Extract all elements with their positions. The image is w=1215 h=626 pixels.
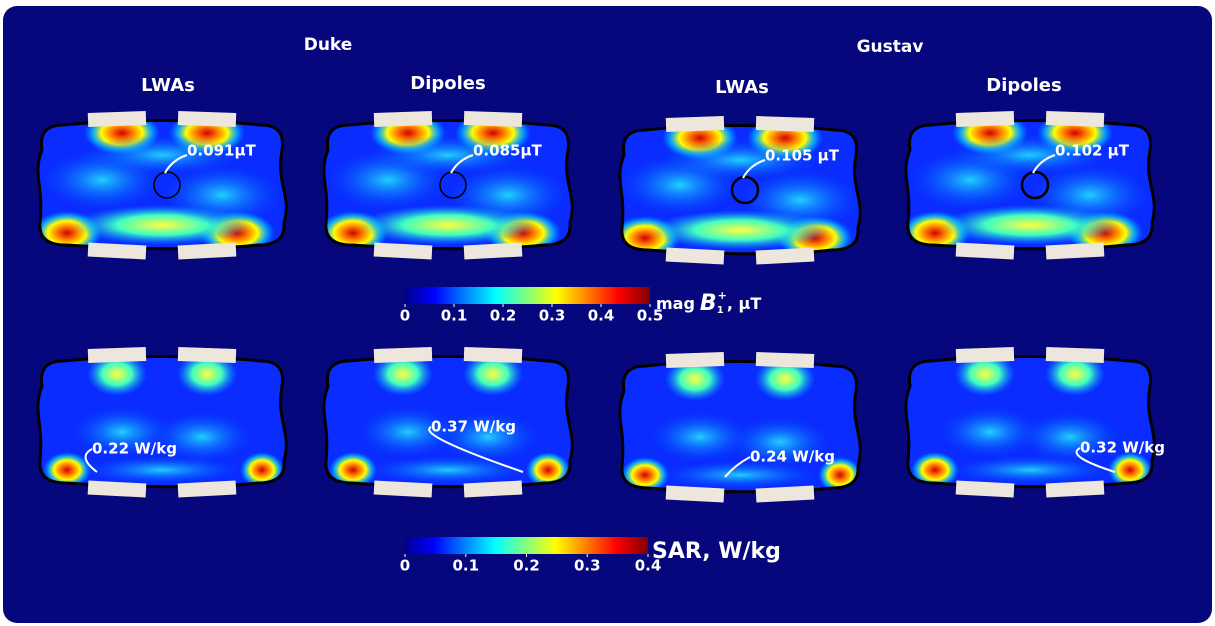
value-label: 0.105 µT: [765, 147, 840, 165]
antenna-pad: [666, 116, 724, 132]
tick-label: 0.2: [513, 557, 540, 575]
column-title: Dipoles: [410, 73, 485, 94]
label-part: +: [718, 289, 727, 302]
antenna-pad: [374, 347, 432, 363]
label-part: , µT: [727, 294, 761, 313]
colorbar-label: SAR, W/kg: [652, 539, 781, 564]
value-label: 0.22 W/kg: [92, 440, 177, 458]
value-label: 0.091µT: [187, 142, 256, 160]
value-label: 0.24 W/kg: [750, 448, 835, 466]
tick-label: 0.1: [441, 307, 468, 325]
hotspot: [368, 456, 528, 484]
column-title: LWAs: [715, 77, 769, 98]
antenna-pad: [464, 347, 522, 363]
antenna-pad: [956, 347, 1014, 363]
tick-label: 0: [400, 307, 410, 325]
value-label: 0.37 W/kg: [431, 418, 516, 436]
antenna-pad: [178, 111, 236, 127]
group-title: Duke: [304, 35, 353, 55]
antenna-pad: [956, 111, 1014, 127]
antenna-pad: [756, 352, 814, 368]
value-label: 0.085µT: [473, 142, 542, 160]
antenna-pad: [374, 111, 432, 127]
antenna-pad: [756, 116, 814, 132]
figure: Duke Gustav LWAs Dipoles LWAs Dipoles 0.…: [0, 0, 1215, 626]
colorbar: [405, 537, 648, 554]
value-label: 0.102 µT: [1055, 142, 1130, 160]
group-title: Gustav: [857, 37, 924, 57]
label-part: B: [700, 291, 717, 316]
antenna-pad: [1046, 111, 1104, 127]
value-label: 0.32 W/kg: [1080, 439, 1165, 457]
colorbar-label: mag B1 +, µT: [656, 289, 761, 316]
tick-label: 0.2: [490, 307, 517, 325]
antenna-pad: [88, 347, 146, 363]
tick-label: 0.3: [539, 307, 566, 325]
column-title: LWAs: [141, 75, 195, 96]
colorbar: [405, 287, 650, 304]
antenna-pad: [88, 111, 146, 127]
tick-label: 0.3: [574, 557, 601, 575]
column-title: Dipoles: [986, 75, 1061, 96]
hotspot: [82, 456, 242, 484]
antenna-pad: [666, 352, 724, 368]
antenna-pad: [1046, 347, 1104, 363]
tick-label: 0.1: [452, 557, 479, 575]
label-part: mag: [656, 294, 695, 313]
tick-label: 0: [400, 557, 410, 575]
antenna-pad: [464, 111, 522, 127]
tick-label: 0.4: [588, 307, 615, 325]
label-part: 1: [717, 305, 724, 316]
antenna-pad: [178, 347, 236, 363]
